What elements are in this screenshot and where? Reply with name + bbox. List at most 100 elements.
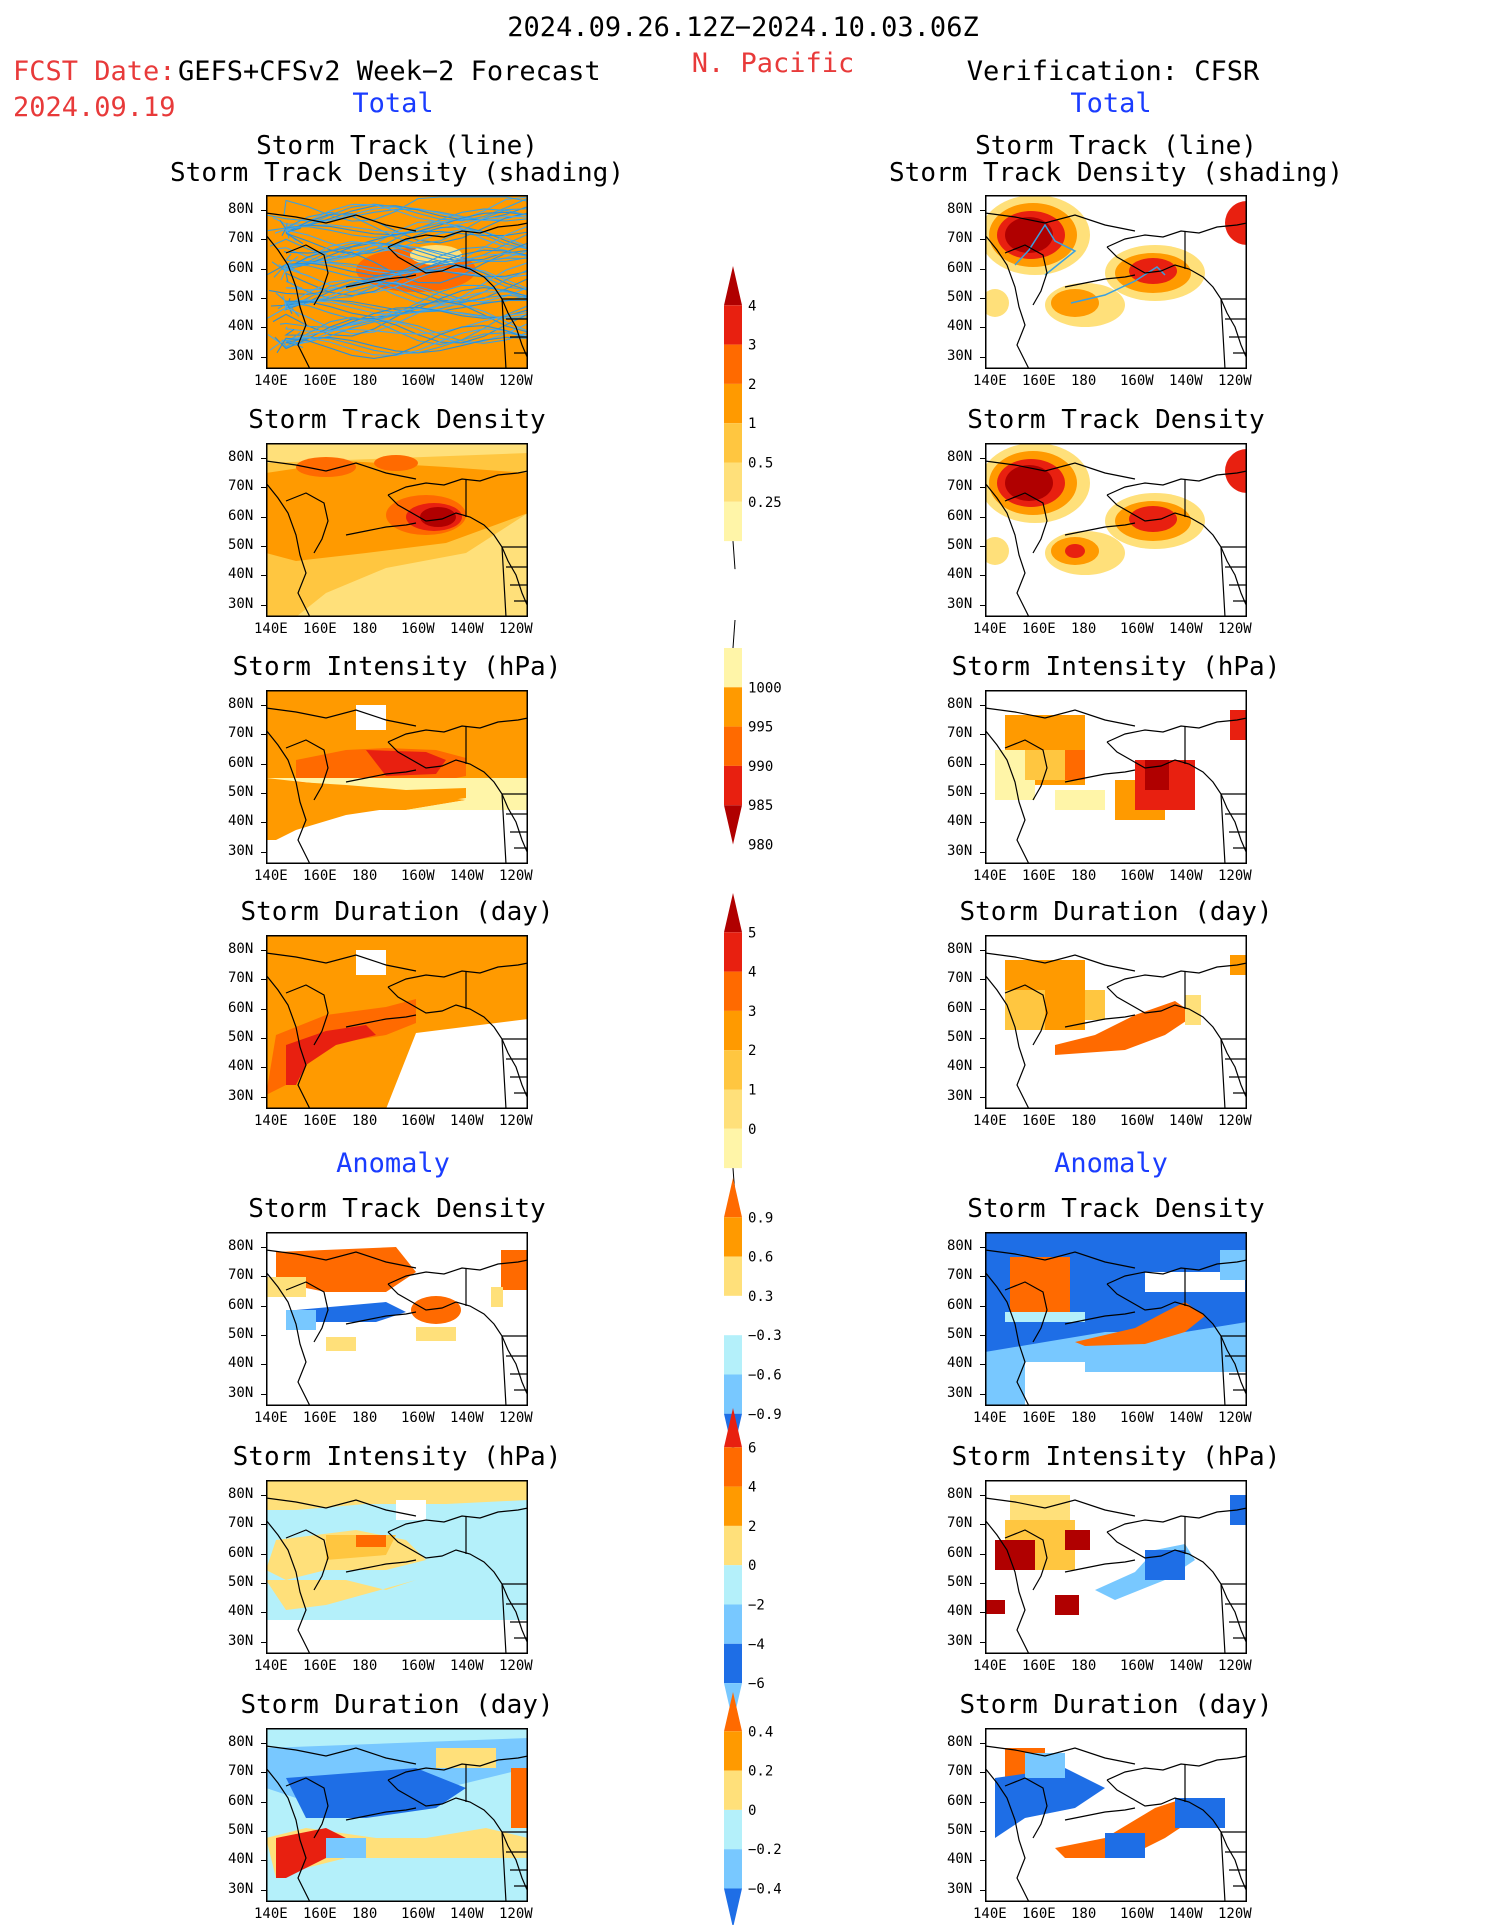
track-line: [279, 310, 528, 328]
y-tick-label: 70N: [228, 478, 254, 495]
intensity-h: [1055, 790, 1105, 810]
coastline-aleutians: [345, 1559, 417, 1573]
y-tick-label: 80N: [947, 201, 973, 217]
x-tick-label: 120W: [499, 1113, 533, 1129]
colorbar-label: 0.6: [748, 1250, 773, 1266]
y-tick-label: 50N: [228, 1028, 254, 1045]
y-tick-label: 60N: [947, 999, 973, 1016]
density-east: [1225, 201, 1247, 245]
y-tick: [980, 734, 985, 736]
coastline-aleutians: [345, 522, 417, 536]
colorbar-segment: [724, 462, 742, 502]
x-tick-label: 120W: [499, 373, 533, 389]
coastline-arctic: [266, 1249, 417, 1269]
coastlines: [266, 1249, 528, 1406]
state-borders: [1220, 1583, 1247, 1654]
x-tick-label: 120W: [1218, 1410, 1252, 1426]
y-tick-label: 80N: [228, 696, 254, 712]
panel-title: Storm Track (line): [975, 131, 1257, 161]
track-line: [285, 308, 528, 332]
colorbar-segment: [724, 1374, 742, 1414]
coastlines: [985, 1745, 1247, 1902]
y-tick: [980, 1393, 985, 1395]
intensity-core: [366, 750, 446, 776]
anom-h: [1145, 1550, 1185, 1580]
x-tick-label: 180: [352, 1113, 378, 1129]
coastline-alaska-north: [387, 717, 528, 743]
section-total-left: Total: [352, 88, 434, 119]
y-tick-label: 60N: [228, 259, 254, 276]
x-tick-label: 120W: [1218, 868, 1252, 884]
colorbar-label: 6: [748, 1440, 756, 1456]
colorbar-segment: [724, 1643, 742, 1684]
y-tick-label: 80N: [228, 1734, 254, 1750]
x-tick-label: 120W: [1218, 1113, 1252, 1129]
colorbar-label: −2: [748, 1598, 765, 1614]
colorbar-anom-intensity: 6 4 2 0 −2 −4 −6: [724, 1408, 765, 1723]
x-tick-label: 180: [1071, 1658, 1097, 1674]
coastline-aleutians: [1064, 769, 1136, 783]
y-tick: [261, 1582, 266, 1584]
period-title: 2024.09.26.12Z−2024.10.03.06Z: [507, 12, 979, 43]
x-tick-label: 140E: [973, 621, 1007, 637]
coastline-alaska-south: [387, 1779, 528, 1893]
plot-frame: [266, 1232, 528, 1406]
state-borders: [501, 546, 528, 617]
x-tick-label: 180: [352, 1906, 378, 1922]
anom-clear-b: [1025, 1362, 1085, 1406]
y-tick-label: 50N: [228, 783, 254, 800]
y-tick-label: 70N: [228, 1515, 254, 1532]
colorbar-segment: [724, 1888, 742, 1925]
density-core-a: [1005, 465, 1053, 501]
plot-frame: [266, 1480, 528, 1654]
colorbar-segment: [724, 1565, 742, 1605]
shading: [266, 1247, 528, 1351]
y-tick-label: 50N: [228, 1821, 254, 1838]
y-tick: [261, 1641, 266, 1643]
y-tick: [980, 458, 985, 459]
y-tick-label: 70N: [947, 725, 973, 742]
plot-frame: [266, 443, 528, 617]
colorbar-segment: [724, 1849, 742, 1889]
y-tick: [980, 1276, 985, 1278]
colorbar-track-density: 4 3 2 1 0.5 0.25: [724, 266, 782, 570]
x-tick-label: 140E: [973, 1906, 1007, 1922]
y-tick: [980, 239, 985, 241]
y-tick-label: 30N: [228, 1880, 254, 1897]
colorbar-label: 2: [748, 1043, 756, 1059]
coastline-arctic: [985, 1249, 1136, 1269]
colorbar-label: 0: [748, 1122, 756, 1138]
panel-title: Storm Intensity (hPa): [232, 1442, 562, 1472]
state-borders: [501, 1583, 528, 1654]
y-tick-label: 80N: [947, 696, 973, 712]
y-tick-label: 70N: [228, 230, 254, 247]
x-tick-label: 160E: [1022, 1906, 1056, 1922]
colorbar-segment: [724, 1256, 742, 1296]
density-core-a: [1005, 217, 1053, 253]
x-tick-label: 140E: [973, 1113, 1007, 1129]
colorbar-label: 3: [748, 338, 756, 354]
colorbar-segment: [724, 1447, 742, 1487]
x-tick-label: 140E: [254, 621, 288, 637]
y-tick-label: 60N: [947, 1792, 973, 1809]
y-tick-label: 40N: [228, 1058, 254, 1075]
y-tick: [980, 604, 985, 606]
y-tick: [261, 239, 266, 241]
model-name: GEFS+CFSv2 Week−2 Forecast: [178, 56, 601, 87]
panel-title: Storm Duration (day): [240, 897, 554, 927]
coastline-asia: [266, 1271, 311, 1406]
y-tick-label: 50N: [947, 288, 973, 305]
coastlines: [985, 707, 1247, 864]
y-tick: [261, 1743, 266, 1744]
colorbar-segment: [724, 1089, 742, 1129]
colorbar-label: −4: [748, 1637, 765, 1653]
colorbar-duration: 5 4 3 2 1 0: [724, 893, 756, 1197]
colorbar-segment: [724, 305, 742, 345]
x-tick-label: 140E: [254, 1410, 288, 1426]
coastline-arctic: [266, 1497, 417, 1517]
map-plot: [985, 195, 1247, 369]
coastline-alaska-north: [1106, 1755, 1247, 1781]
duration-e: [1185, 995, 1201, 1025]
section-total-right: Total: [1070, 88, 1152, 119]
coastline-arctic: [985, 460, 1136, 480]
